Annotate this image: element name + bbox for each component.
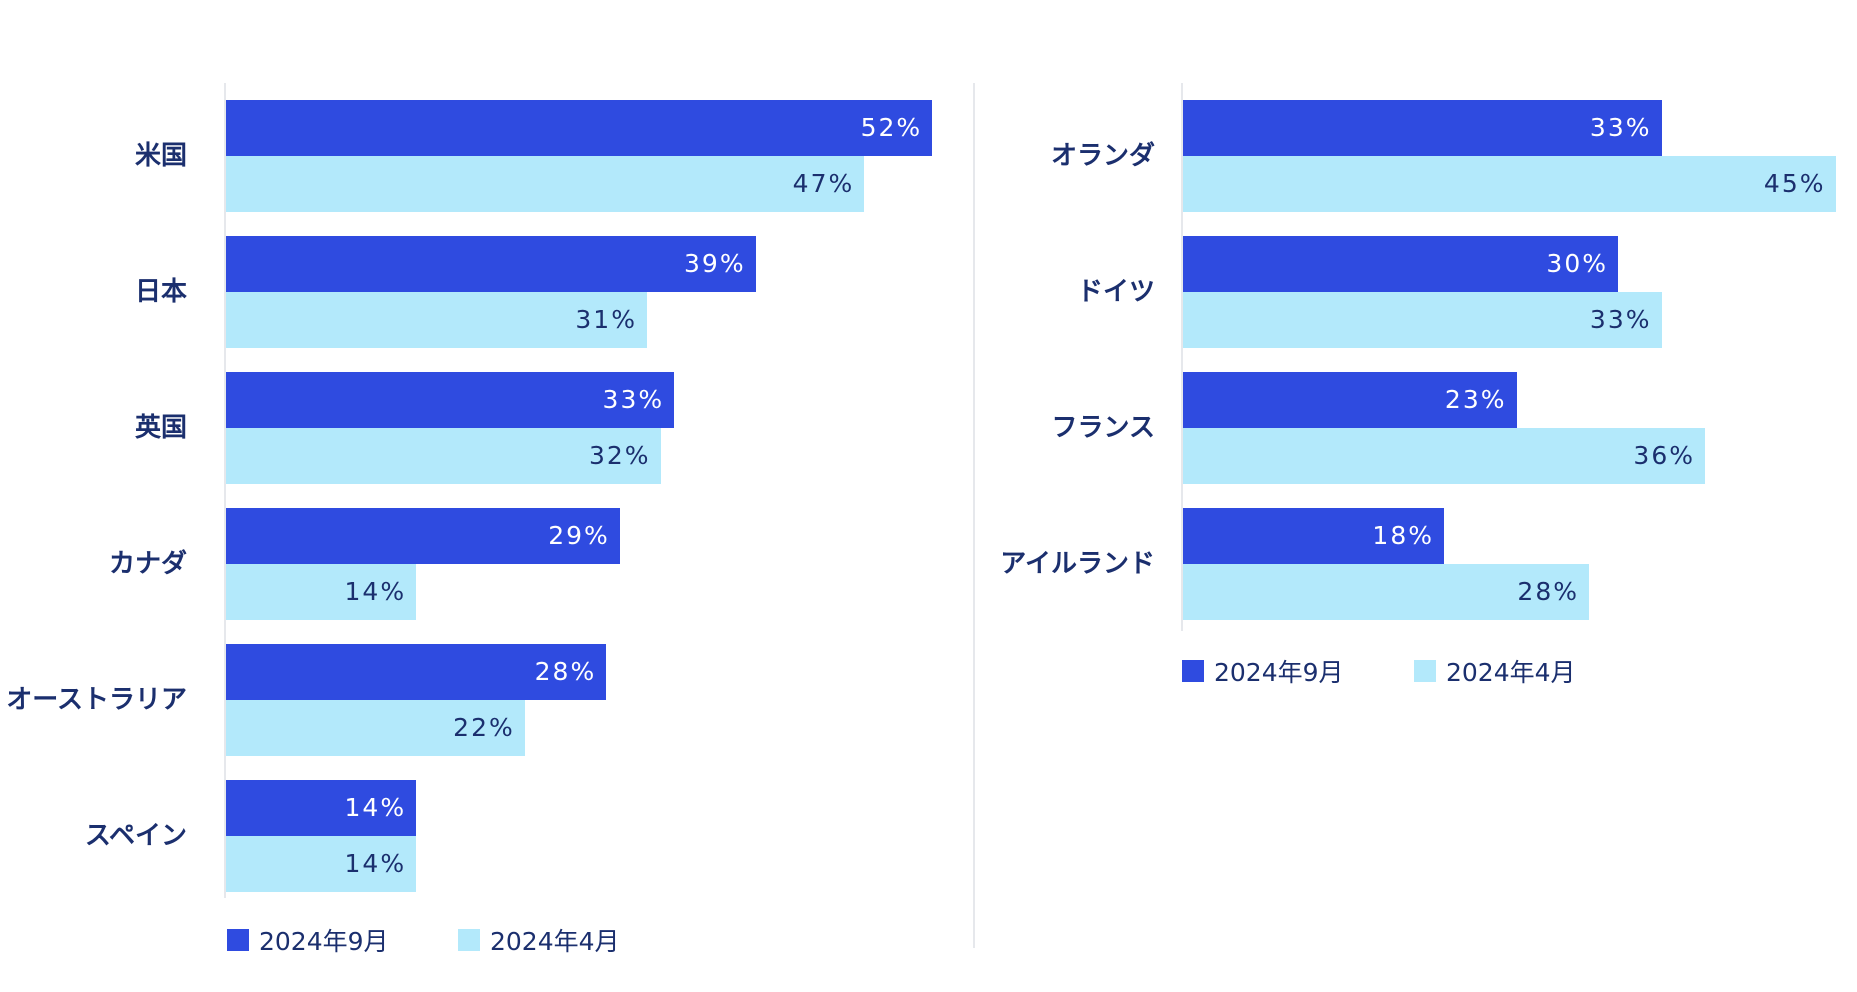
category-label: 米国 xyxy=(134,141,187,171)
bar-sep-2024: 23% xyxy=(1183,372,1517,428)
category-label: オランダ xyxy=(1050,141,1155,171)
data-label: 32% xyxy=(588,441,651,470)
legend-label: 2024年9月 xyxy=(1214,658,1344,687)
data-label: 18% xyxy=(1372,521,1434,550)
bar-apr-2024: 47% xyxy=(226,156,865,212)
data-label: 30% xyxy=(1546,249,1608,278)
category-label: ドイツ xyxy=(1076,277,1155,307)
legend-item: 2024年9月 xyxy=(1182,653,1344,689)
legend-label: 2024年4月 xyxy=(490,927,620,956)
data-label: 33% xyxy=(602,385,665,414)
bar-sep-2024: 29% xyxy=(226,508,620,564)
data-label: 45% xyxy=(1763,169,1826,198)
data-label: 14% xyxy=(344,849,407,878)
bar-apr-2024: 28% xyxy=(1183,564,1589,620)
legend-swatch xyxy=(227,929,249,951)
category-label: フランス xyxy=(1051,413,1155,443)
category-label: カナダ xyxy=(108,549,187,579)
bar-sep-2024: 39% xyxy=(226,236,756,292)
bar-sep-2024: 18% xyxy=(1183,508,1444,564)
data-label: 52% xyxy=(860,113,923,142)
data-label: 33% xyxy=(1589,305,1652,334)
bar-apr-2024: 14% xyxy=(226,564,417,620)
bar-apr-2024: 31% xyxy=(226,292,647,348)
category-label: 英国 xyxy=(134,413,187,443)
legend-swatch xyxy=(1182,660,1204,682)
data-label: 23% xyxy=(1444,385,1507,414)
bar-apr-2024: 22% xyxy=(226,700,525,756)
data-label: 31% xyxy=(575,305,637,334)
category-label: 日本 xyxy=(134,277,187,307)
bar-sep-2024: 33% xyxy=(226,372,675,428)
data-label: 36% xyxy=(1633,441,1695,470)
legend-item: 2024年4月 xyxy=(458,922,620,958)
legend-item: 2024年9月 xyxy=(227,922,389,958)
data-label: 33% xyxy=(1589,113,1652,142)
data-label: 28% xyxy=(1517,577,1579,606)
bar-sep-2024: 52% xyxy=(226,100,933,156)
legend-label: 2024年4月 xyxy=(1446,658,1576,687)
bar-sep-2024: 28% xyxy=(226,644,607,700)
data-label: 22% xyxy=(453,713,515,742)
bar-apr-2024: 36% xyxy=(1183,428,1705,484)
y-axis-line xyxy=(224,83,226,898)
category-label: スペイン xyxy=(84,821,187,851)
legend-item: 2024年4月 xyxy=(1414,653,1576,689)
y-axis-line xyxy=(1181,83,1183,631)
data-label: 14% xyxy=(344,793,407,822)
data-label: 29% xyxy=(548,521,610,550)
category-label: アイルランド xyxy=(1000,549,1155,579)
panel-divider xyxy=(973,83,975,948)
bar-sep-2024: 14% xyxy=(226,780,417,836)
legend-swatch xyxy=(1414,660,1436,682)
data-label: 39% xyxy=(684,249,746,278)
bar-apr-2024: 32% xyxy=(226,428,661,484)
legend-label: 2024年9月 xyxy=(259,927,389,956)
bar-apr-2024: 45% xyxy=(1183,156,1836,212)
category-label: オーストラリア xyxy=(6,685,187,715)
data-label: 47% xyxy=(792,169,855,198)
bar-sep-2024: 33% xyxy=(1183,100,1662,156)
legend-swatch xyxy=(458,929,480,951)
bar-sep-2024: 30% xyxy=(1183,236,1618,292)
bar-apr-2024: 33% xyxy=(1183,292,1662,348)
bar-apr-2024: 14% xyxy=(226,836,417,892)
data-label: 14% xyxy=(344,577,407,606)
data-label: 28% xyxy=(534,657,597,686)
